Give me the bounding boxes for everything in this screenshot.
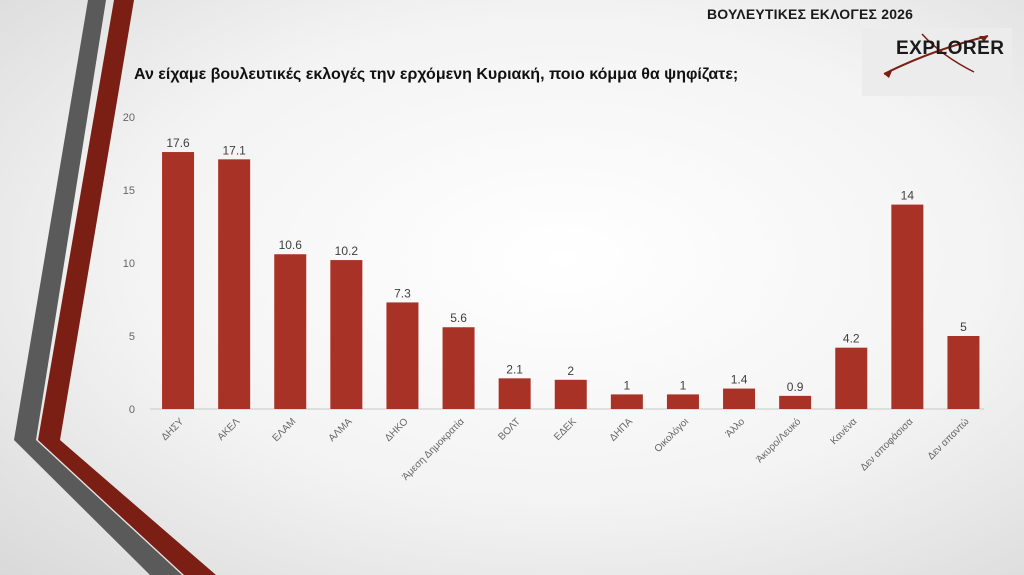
- bar: [330, 260, 363, 409]
- category-label: ΕΛΑΜ: [271, 416, 299, 444]
- explorer-logo: EXPLORER: [862, 28, 1012, 96]
- value-label: 10.6: [279, 238, 303, 252]
- gray-stripe-lower: [14, 440, 182, 575]
- category-label: Δεν απαντώ: [925, 416, 972, 463]
- category-label: Άκυρο/Λευκό: [754, 415, 804, 465]
- category-label: Οικολόγοι: [652, 416, 691, 455]
- value-label: 2: [567, 364, 574, 378]
- y-tick-label: 5: [129, 331, 135, 343]
- value-label: 7.3: [394, 286, 411, 300]
- value-label: 5: [960, 320, 967, 334]
- y-tick-label: 15: [123, 185, 135, 197]
- value-label: 17.6: [166, 136, 190, 150]
- bars: [162, 152, 980, 410]
- y-tick-label: 20: [123, 112, 135, 124]
- value-label: 4.2: [843, 332, 860, 346]
- category-label: ΑΚΕΛ: [216, 416, 243, 443]
- chart-title: Αν είχαμε βουλευτικές εκλογές την ερχόμε…: [134, 66, 739, 83]
- bar: [666, 394, 699, 409]
- category-label: Άμεση Δημοκρατία: [400, 415, 467, 482]
- value-labels: 17.6 17.1 10.6 10.2 7.3 5.6 2.1 2 1 1 1.4 0.9 4.2 14 5: [166, 136, 967, 394]
- bar: [498, 378, 531, 409]
- value-label: 1.4: [731, 373, 748, 387]
- category-label: ΔΗΚΟ: [383, 416, 411, 444]
- value-label: 5.6: [450, 311, 467, 325]
- value-label: 2.1: [506, 362, 523, 376]
- category-label: ΕΔΕΚ: [552, 416, 579, 443]
- bar: [891, 204, 924, 409]
- bar: [779, 395, 812, 409]
- category-label: Άλλο: [724, 416, 748, 440]
- y-tick-label: 10: [123, 258, 135, 270]
- bar: [442, 327, 475, 409]
- logo-text: EXPLORER: [896, 38, 1005, 59]
- category-label: Κανένα: [828, 415, 860, 447]
- red-stripe-lower: [38, 440, 216, 575]
- category-label: ΑΛΜΑ: [327, 416, 355, 444]
- category-label: Δεν αποφάσισα: [858, 415, 916, 473]
- value-label: 17.1: [222, 143, 246, 157]
- category-label: ΔΗΣΥ: [159, 416, 186, 443]
- logo-background: [862, 28, 1012, 96]
- value-label: 0.9: [787, 380, 804, 394]
- y-tick-label: 0: [129, 404, 135, 416]
- bar: [835, 347, 868, 409]
- value-label: 14: [901, 189, 915, 203]
- bar: [274, 254, 307, 409]
- header-title: ΒΟΥΛΕΥΤΙΚΕΣ ΕΚΛΟΓΕΣ 2026: [707, 6, 914, 22]
- value-label: 1: [680, 378, 687, 392]
- category-label: ΒΟΛΤ: [496, 416, 522, 442]
- gray-stripe-upper: [14, 0, 106, 440]
- logo-swoosh-icon: [883, 33, 989, 78]
- bar: [218, 159, 251, 409]
- bar: [554, 379, 587, 409]
- value-label: 10.2: [335, 244, 359, 258]
- y-axis-ticks: 0 5 10 15 20: [123, 112, 135, 416]
- category-label: ΔΗΠΑ: [608, 416, 636, 444]
- value-label: 1: [624, 378, 631, 392]
- bar: [610, 394, 643, 409]
- bar: [162, 152, 195, 410]
- bar: [723, 388, 756, 409]
- bar: [386, 302, 419, 409]
- red-stripe-upper: [38, 0, 134, 440]
- bar: [947, 336, 980, 409]
